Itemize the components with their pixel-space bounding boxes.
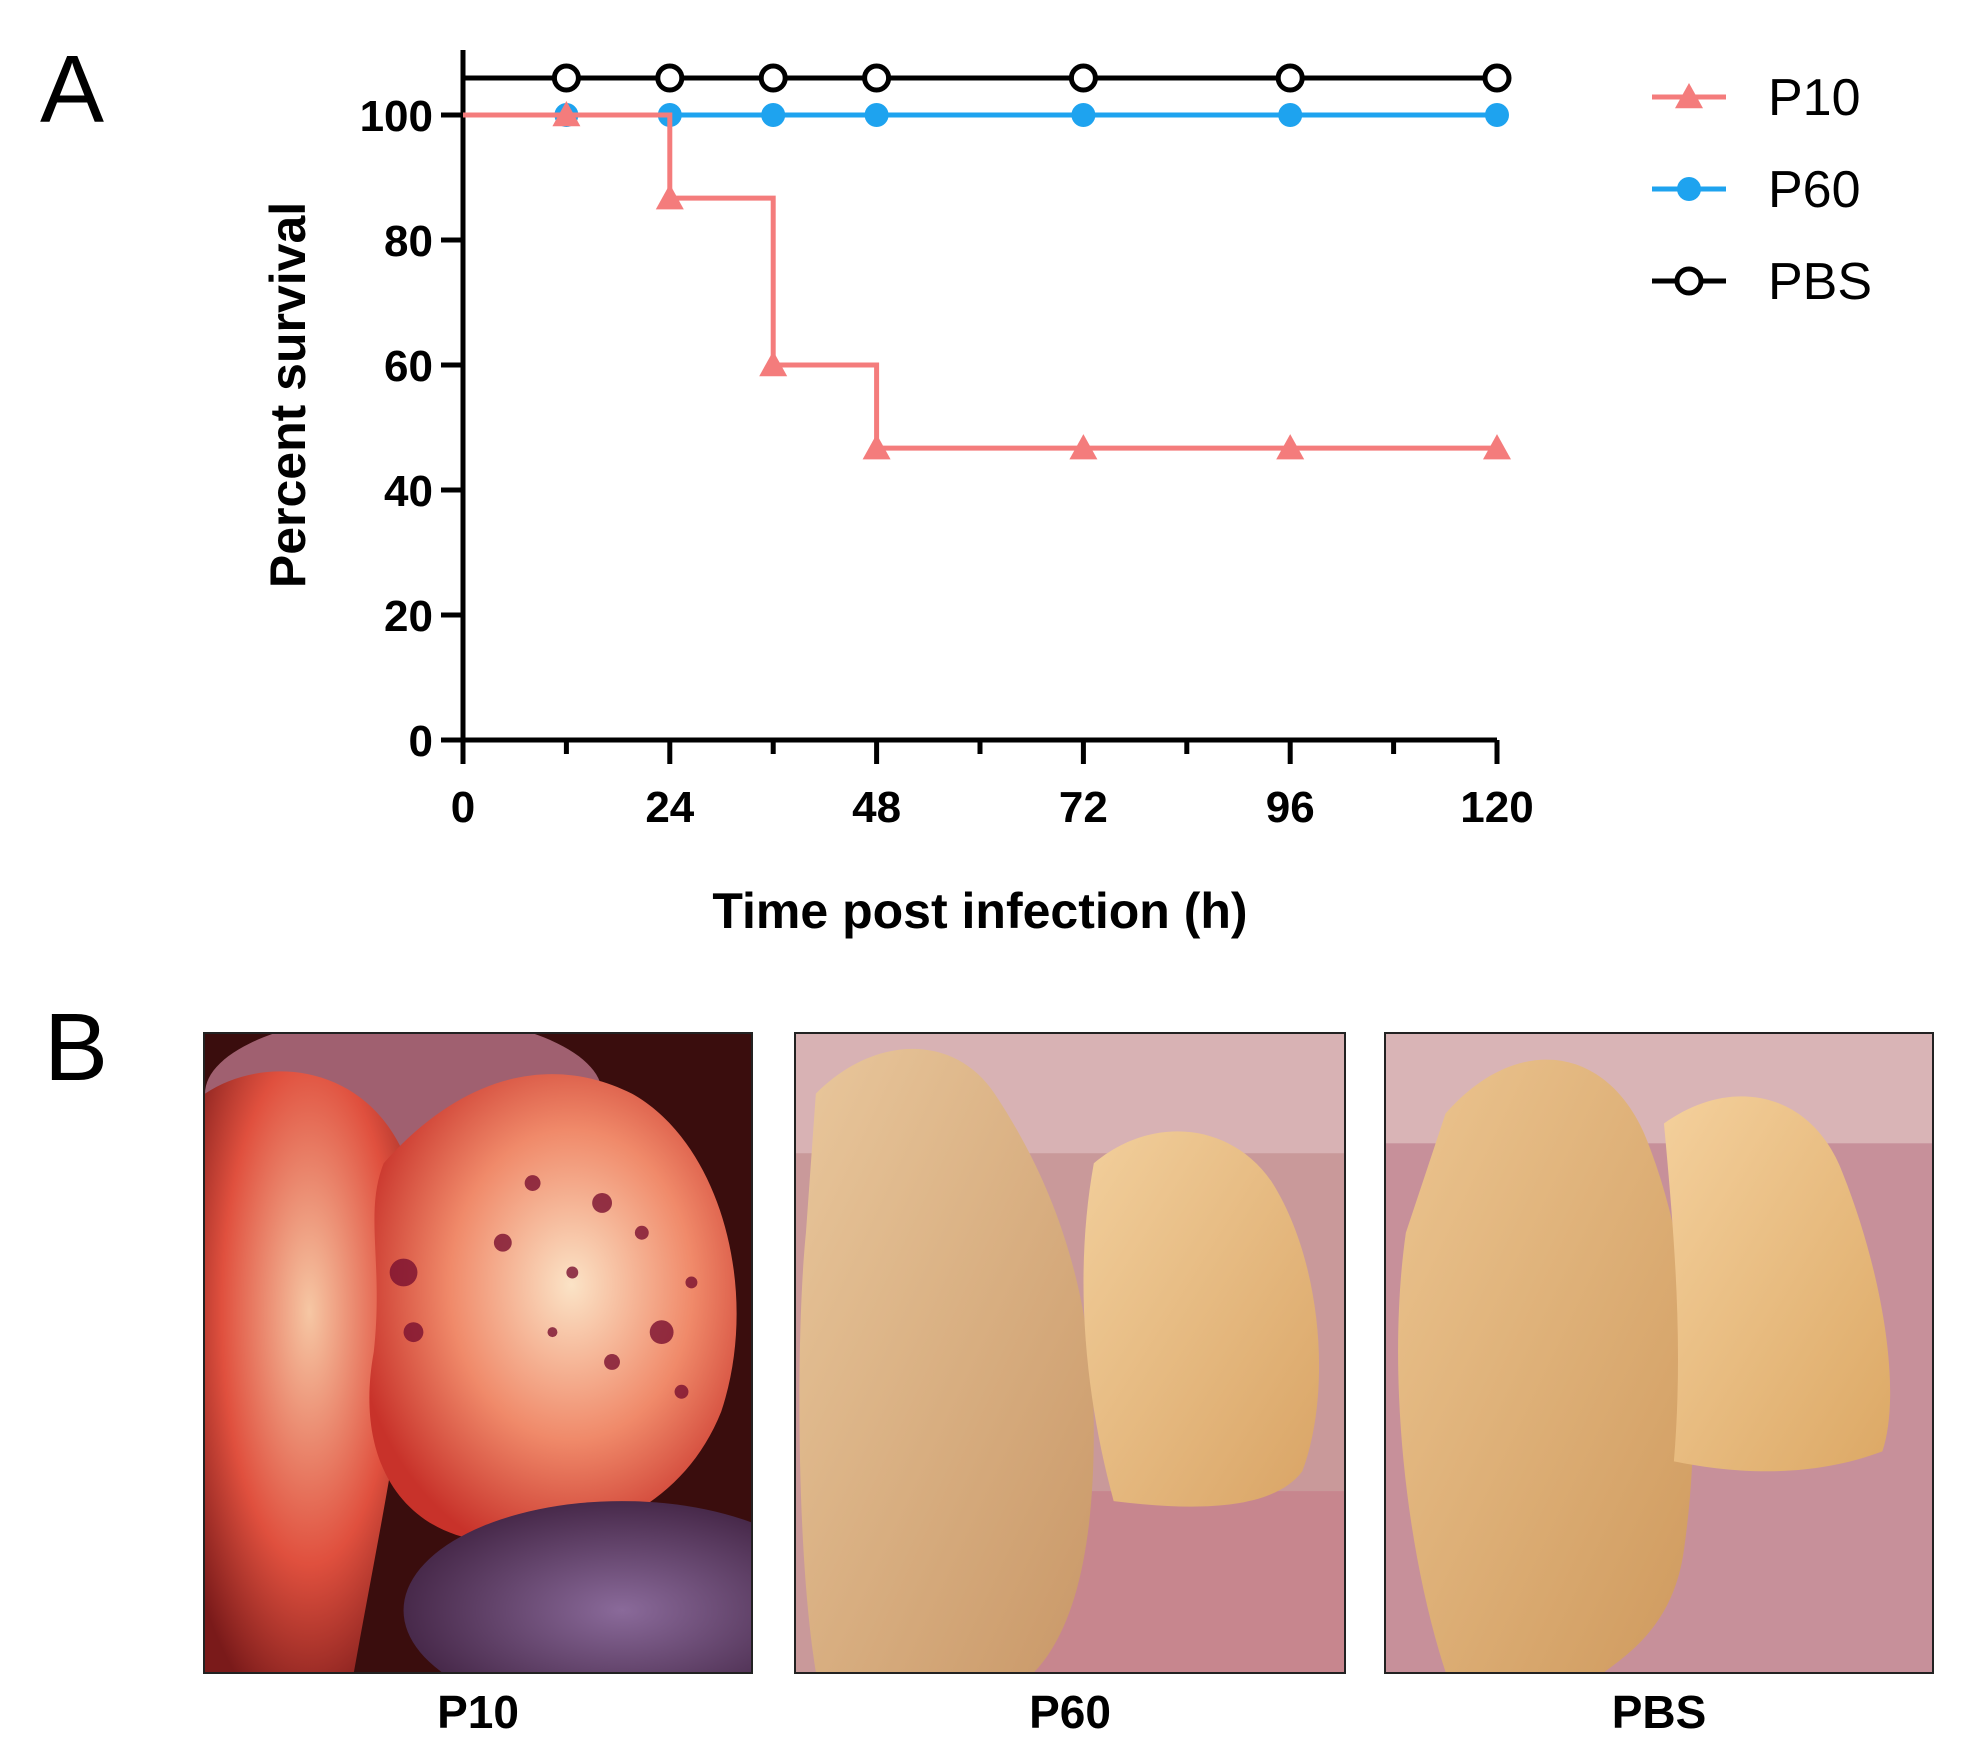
y-tick-label: 100 bbox=[360, 92, 433, 141]
photo-p60 bbox=[794, 1032, 1346, 1674]
point-p10 bbox=[862, 434, 891, 460]
x-axis-title: Time post infection (h) bbox=[712, 883, 1247, 939]
legend-marker-pbs bbox=[1674, 266, 1704, 296]
photo-pbs bbox=[1384, 1032, 1934, 1674]
photo-label-pbs: PBS bbox=[1611, 1686, 1707, 1738]
legend-item-p10: P10 bbox=[1652, 69, 1861, 127]
point-p10 bbox=[1483, 434, 1511, 460]
legend-marker-p10 bbox=[1675, 83, 1703, 109]
legend-item-p60: P60 bbox=[1652, 161, 1861, 219]
x-tick-label: 0 bbox=[451, 783, 475, 832]
photo-p10 bbox=[203, 1032, 753, 1674]
point-p10 bbox=[552, 101, 581, 127]
legend-marker-p60 bbox=[1677, 177, 1701, 201]
photo-label-p60: P60 bbox=[1029, 1686, 1111, 1738]
point-p10 bbox=[759, 351, 788, 377]
point-p60 bbox=[761, 103, 786, 127]
y-tick-label: 60 bbox=[384, 342, 433, 391]
point-pbs bbox=[1275, 63, 1305, 93]
y-axis-title: Percent survival bbox=[260, 202, 316, 588]
legend-item-pbs: PBS bbox=[1652, 253, 1872, 311]
point-p10 bbox=[1276, 434, 1305, 460]
point-pbs bbox=[862, 63, 892, 93]
y-tick-label: 20 bbox=[384, 592, 433, 641]
panel-label-b: B bbox=[44, 994, 109, 1101]
x-tick-label: 96 bbox=[1266, 783, 1315, 832]
point-pbs bbox=[1482, 63, 1512, 93]
photo-label-p10: P10 bbox=[437, 1686, 519, 1738]
point-pbs bbox=[655, 63, 685, 93]
point-p10 bbox=[655, 184, 684, 210]
liver-image-p10 bbox=[205, 1034, 751, 1672]
point-p10 bbox=[1069, 434, 1098, 460]
point-p60 bbox=[1071, 103, 1096, 127]
series-pbs bbox=[463, 63, 1512, 93]
chart-legend: P10 P60 PBS bbox=[1652, 69, 1872, 311]
legend-label-p60: P60 bbox=[1768, 161, 1861, 219]
y-tick-label: 40 bbox=[384, 467, 433, 516]
series-layer bbox=[463, 63, 1512, 460]
liver-image-pbs bbox=[1386, 1034, 1932, 1672]
liver-image-p60 bbox=[796, 1034, 1344, 1672]
y-tick-label: 0 bbox=[409, 717, 433, 766]
series-p10 bbox=[463, 101, 1511, 460]
legend-label-pbs: PBS bbox=[1768, 253, 1872, 311]
panel-label-a: A bbox=[40, 36, 105, 143]
x-tick-label: 24 bbox=[645, 783, 694, 832]
x-tick-label: 48 bbox=[852, 783, 901, 832]
point-pbs bbox=[758, 63, 788, 93]
survival-chart: 0 20 40 60 80 100 0 24 48 72 96 120 P10 P60 PBS Time … bbox=[260, 50, 1872, 939]
x-tick-label: 72 bbox=[1059, 783, 1108, 832]
point-p60 bbox=[1278, 103, 1303, 127]
y-tick-label: 80 bbox=[384, 217, 433, 266]
series-line-p10 bbox=[463, 112, 1497, 451]
legend-label-p10: P10 bbox=[1768, 69, 1861, 127]
point-pbs bbox=[1068, 63, 1098, 93]
x-tick-label: 120 bbox=[1460, 783, 1533, 832]
point-p60 bbox=[864, 103, 889, 127]
point-p60 bbox=[1485, 103, 1509, 127]
chart-axes: 0 20 40 60 80 100 0 24 48 72 96 120 bbox=[360, 50, 1534, 832]
point-pbs bbox=[551, 63, 581, 93]
